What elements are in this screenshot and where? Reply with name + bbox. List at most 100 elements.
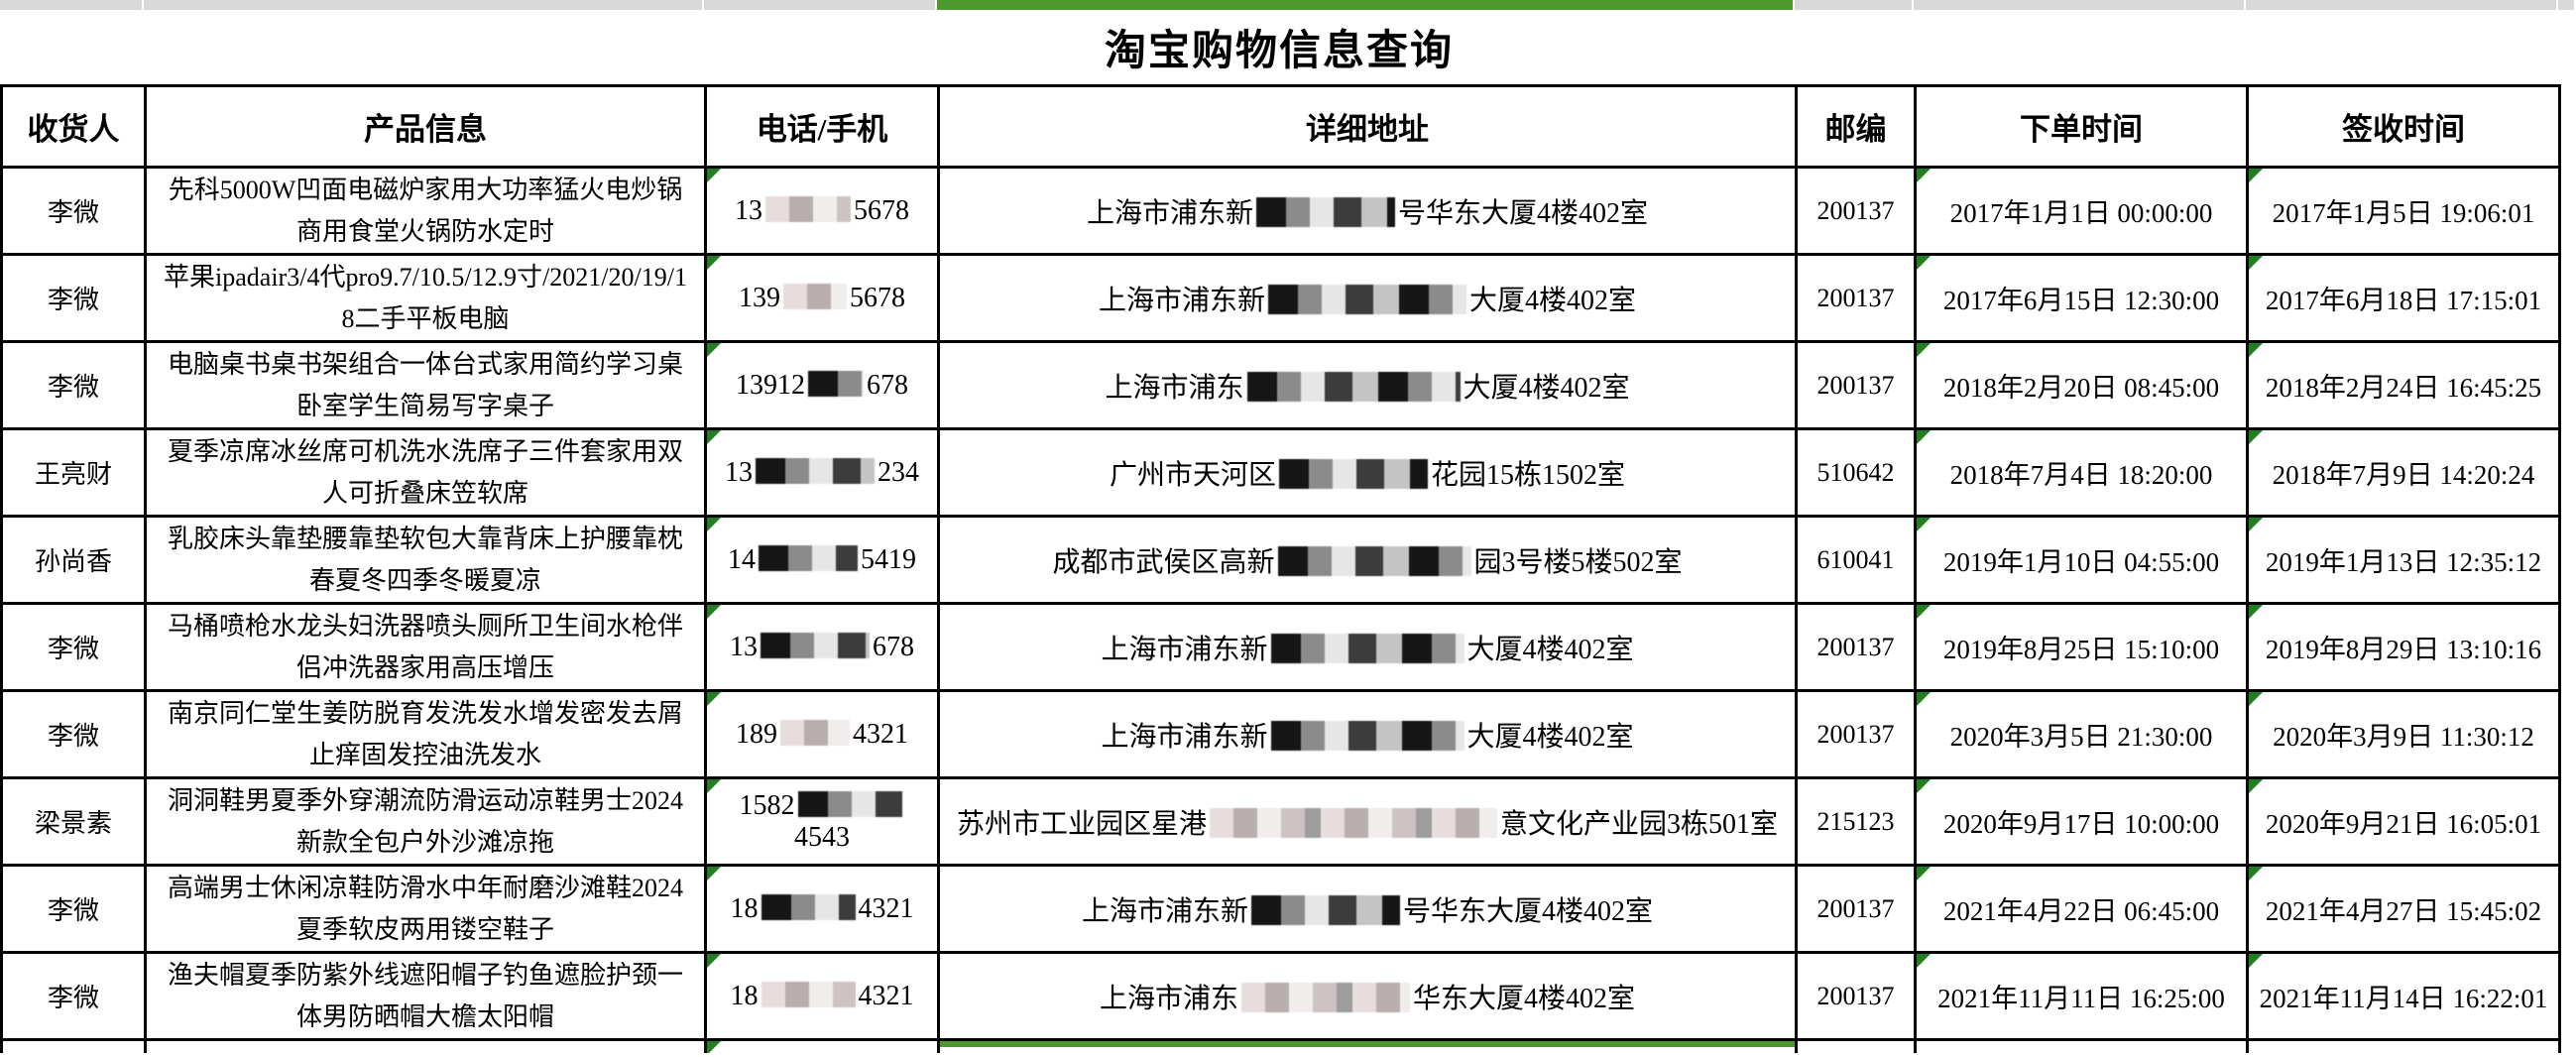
sign-time-cell[interactable]: 2021年11月14日 16:22:01 bbox=[2246, 951, 2561, 1041]
phone-cell[interactable]: 13 234 bbox=[704, 427, 940, 518]
product-cell[interactable]: 苹果ipadair3/4代pro9.7/10.5/12.9寸/2021/20/1… bbox=[144, 253, 707, 343]
sign-time-text: 2019年1月13日 12:35:12 bbox=[2265, 547, 2542, 577]
postcode-cell[interactable]: 200137 bbox=[1795, 340, 1917, 430]
order-time-cell[interactable]: 2021年11月11日 16:25:00 bbox=[1914, 951, 2249, 1041]
product-cell[interactable]: 电脑桌书桌书架组合一体台式家用简约学习桌卧室学生简易写字桌子 bbox=[144, 340, 707, 430]
order-time-cell[interactable]: 2018年7月4日 18:20:00 bbox=[1914, 427, 2249, 518]
phone-cell[interactable]: 139 5678 bbox=[704, 253, 940, 343]
product-cell[interactable]: 高端男士休闲凉鞋防滑水中年耐磨沙滩鞋2024夏季软皮两用镂空鞋子 bbox=[144, 864, 707, 954]
redaction-censor-block bbox=[1268, 284, 1466, 314]
product-cell[interactable]: 渔夫帽夏季防紫外线遮阳帽子钓鱼遮脸护颈一体男防晒帽大檐太阳帽 bbox=[144, 951, 707, 1041]
postcode-cell[interactable]: 200137 bbox=[1795, 864, 1917, 954]
recipient-cell[interactable]: 李微 bbox=[0, 689, 147, 779]
address-cell[interactable]: 上海市浦东新 大厦4楼402室 bbox=[937, 253, 1798, 343]
product-cell[interactable]: 乳胶床头靠垫腰靠垫软包大靠背床上护腰靠枕春夏冬四季冬暖夏凉 bbox=[144, 515, 707, 605]
sign-time-cell[interactable]: 2017年1月5日 19:06:01 bbox=[2246, 166, 2561, 256]
postcode-cell[interactable]: 200137 bbox=[1795, 602, 1917, 692]
phone-suffix: 4321 bbox=[858, 980, 914, 1011]
postcode-cell[interactable]: 215123 bbox=[1795, 776, 1917, 867]
column-header-product[interactable]: 产品信息 bbox=[144, 84, 707, 169]
column-header-phone[interactable]: 电话/手机 bbox=[704, 84, 940, 169]
partial-cell bbox=[1795, 1038, 1917, 1053]
error-indicator-triangle-icon bbox=[1918, 780, 1931, 793]
order-time-cell[interactable]: 2017年1月1日 00:00:00 bbox=[1914, 166, 2249, 256]
address-cell[interactable]: 成都市武侯区高新 园3号楼5楼502室 bbox=[937, 515, 1798, 605]
order-time-cell[interactable]: 2021年4月22日 06:45:00 bbox=[1914, 864, 2249, 954]
product-cell[interactable]: 先科5000W凹面电磁炉家用大功率猛火电炒锅商用食堂火锅防水定时 bbox=[144, 166, 707, 256]
recipient-cell[interactable]: 李微 bbox=[0, 602, 147, 692]
product-cell[interactable]: 南京同仁堂生姜防脱育发洗发水增发密发去屑止痒固发控油洗发水 bbox=[144, 689, 707, 779]
postcode-cell[interactable]: 510642 bbox=[1795, 427, 1917, 518]
sign-time-cell[interactable]: 2020年9月21日 16:05:01 bbox=[2246, 776, 2561, 867]
product-cell[interactable]: 马桶喷枪水龙头妇洗器喷头厕所卫生间水枪伴侣冲洗器家用高压增压 bbox=[144, 602, 707, 692]
partial-cell bbox=[937, 1038, 1798, 1053]
column-header-order_time[interactable]: 下单时间 bbox=[1914, 84, 2249, 169]
address-cell[interactable]: 上海市浦东新 号华东大厦4楼402室 bbox=[937, 166, 1798, 256]
sign-time-cell[interactable]: 2018年7月9日 14:20:24 bbox=[2246, 427, 2561, 518]
column-header-recipient[interactable]: 收货人 bbox=[0, 84, 147, 169]
postcode-cell[interactable]: 200137 bbox=[1795, 253, 1917, 343]
address-cell[interactable]: 广州市天河区 花园15栋1502室 bbox=[937, 427, 1798, 518]
order-time-cell[interactable]: 2020年3月5日 21:30:00 bbox=[1914, 689, 2249, 779]
sign-time-cell[interactable]: 2019年1月13日 12:35:12 bbox=[2246, 515, 2561, 605]
recipient-cell[interactable]: 李微 bbox=[0, 951, 147, 1041]
phone-cell[interactable]: 15824543 bbox=[704, 776, 940, 867]
recipient-cell[interactable]: 李微 bbox=[0, 166, 147, 256]
order-time-text: 2019年8月25日 15:10:00 bbox=[1942, 635, 2220, 664]
address-cell[interactable]: 苏州市工业园区星港 意文化产业园3栋501室 bbox=[937, 776, 1798, 867]
recipient-cell[interactable]: 孙尚香 bbox=[0, 515, 147, 605]
postcode-cell[interactable]: 610041 bbox=[1795, 515, 1917, 605]
order-time-cell[interactable]: 2019年1月10日 04:55:00 bbox=[1914, 515, 2249, 605]
sign-time-cell[interactable]: 2017年6月18日 17:15:01 bbox=[2246, 253, 2561, 343]
recipient-cell[interactable]: 李微 bbox=[0, 253, 147, 343]
phone-cell[interactable]: 14 5419 bbox=[704, 515, 940, 605]
product-cell[interactable]: 洞洞鞋男夏季外穿潮流防滑运动凉鞋男士2024新款全包户外沙滩凉拖 bbox=[144, 776, 707, 867]
phone-cell[interactable]: 18 4321 bbox=[704, 864, 940, 954]
sign-time-cell[interactable]: 2018年2月24日 16:45:25 bbox=[2246, 340, 2561, 430]
error-indicator-triangle-icon bbox=[1918, 519, 1931, 531]
strip-segment bbox=[704, 0, 937, 10]
product-cell[interactable]: 夏季凉席冰丝席可机洗水洗席子三件套家用双人可折叠床笠软席 bbox=[144, 427, 707, 518]
address-prefix: 上海市浦东新 bbox=[1101, 634, 1268, 665]
phone-suffix: 4321 bbox=[853, 718, 908, 750]
postcode-cell[interactable]: 200137 bbox=[1795, 689, 1917, 779]
sign-time-cell[interactable]: 2020年3月9日 11:30:12 bbox=[2246, 689, 2561, 779]
recipient-cell[interactable]: 李微 bbox=[0, 340, 147, 430]
sign-time-text: 2021年11月14日 16:22:01 bbox=[2259, 984, 2548, 1013]
address-cell[interactable]: 上海市浦东新 大厦4楼402室 bbox=[937, 602, 1798, 692]
address-prefix: 上海市浦东新 bbox=[1098, 285, 1265, 316]
phone-cell[interactable]: 13912 678 bbox=[704, 340, 940, 430]
address-cell[interactable]: 上海市浦东 大厦4楼402室 bbox=[937, 340, 1798, 430]
postcode-cell[interactable]: 200137 bbox=[1795, 951, 1917, 1041]
order-time-cell[interactable]: 2019年8月25日 15:10:00 bbox=[1914, 602, 2249, 692]
postcode-cell[interactable]: 200137 bbox=[1795, 166, 1917, 256]
column-header-sign_time[interactable]: 签收时间 bbox=[2246, 84, 2561, 169]
column-header-address[interactable]: 详细地址 bbox=[937, 84, 1798, 169]
order-time-cell[interactable]: 2017年6月15日 12:30:00 bbox=[1914, 253, 2249, 343]
error-indicator-triangle-icon bbox=[1918, 606, 1931, 619]
column-header-postcode[interactable]: 邮编 bbox=[1795, 84, 1917, 169]
recipient-cell[interactable]: 李微 bbox=[0, 864, 147, 954]
error-indicator-triangle-icon bbox=[708, 780, 721, 793]
redaction-censor-block bbox=[808, 370, 864, 397]
order-time-text: 2018年2月20日 08:45:00 bbox=[1942, 373, 2220, 403]
recipient-cell[interactable]: 梁景素 bbox=[0, 776, 147, 867]
redaction-censor-block bbox=[1256, 196, 1395, 227]
recipient-cell[interactable]: 王亮财 bbox=[0, 427, 147, 518]
page-title: 淘宝购物信息查询 bbox=[1104, 28, 1454, 74]
order-time-cell[interactable]: 2018年2月20日 08:45:00 bbox=[1914, 340, 2249, 430]
address-cell[interactable]: 上海市浦东新 大厦4楼402室 bbox=[937, 689, 1798, 779]
address-prefix: 上海市浦东新 bbox=[1086, 197, 1253, 229]
redaction-censor-block bbox=[1279, 458, 1428, 489]
sign-time-cell[interactable]: 2021年4月27日 15:45:02 bbox=[2246, 864, 2561, 954]
order-time-cell[interactable]: 2020年9月17日 10:00:00 bbox=[1914, 776, 2249, 867]
address-cell[interactable]: 上海市浦东 华东大厦4楼402室 bbox=[937, 951, 1798, 1041]
phone-cell[interactable]: 18 4321 bbox=[704, 951, 940, 1041]
phone-cell[interactable]: 13 5678 bbox=[704, 166, 940, 256]
phone-cell[interactable]: 189 4321 bbox=[704, 689, 940, 779]
redaction-censor-block bbox=[1251, 894, 1400, 925]
phone-cell[interactable]: 13 678 bbox=[704, 602, 940, 692]
address-cell[interactable]: 上海市浦东新 号华东大厦4楼402室 bbox=[937, 864, 1798, 954]
address-suffix: 号华东大厦4楼402室 bbox=[1398, 197, 1649, 229]
sign-time-cell[interactable]: 2019年8月29日 13:10:16 bbox=[2246, 602, 2561, 692]
